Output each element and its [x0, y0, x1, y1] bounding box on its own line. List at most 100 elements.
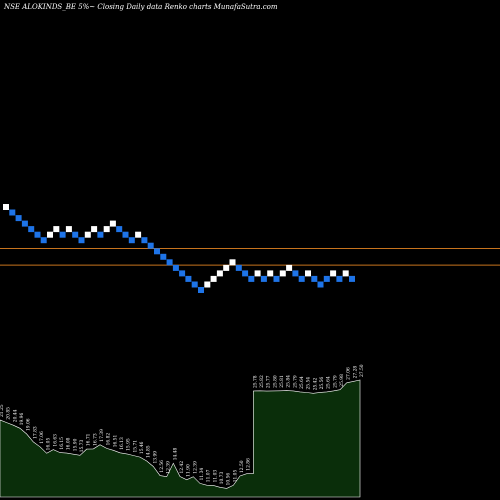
volume-label: 16.71 — [87, 433, 92, 446]
volume-label: 25.42 — [313, 378, 318, 391]
renko-brick-down — [185, 275, 192, 282]
renko-brick-up — [3, 204, 9, 210]
volume-label: 13.99 — [153, 451, 158, 464]
renko-brick-down — [122, 231, 129, 238]
volume-label: 16.51 — [113, 435, 118, 448]
renko-brick-up — [47, 231, 53, 238]
volume-label: 10.73 — [220, 472, 225, 485]
renko-brick-down — [59, 231, 66, 238]
renko-brick-up — [204, 281, 211, 288]
renko-brick-down — [317, 281, 324, 288]
volume-label: 12.50 — [240, 460, 245, 473]
renko-brick-up — [330, 270, 337, 277]
renko-brick-up — [279, 270, 286, 277]
close-area — [0, 379, 361, 498]
renko-brick-down — [34, 231, 41, 238]
volume-label: 25.81 — [280, 375, 285, 388]
volume-label: 12.39 — [167, 461, 172, 474]
chart-header-title: NSE ALOKINDS_BE 5%~ Closing Daily data R… — [3, 3, 278, 11]
renko-brick-down — [311, 275, 318, 282]
volume-label: 25.78 — [253, 375, 258, 388]
volume-label: 11.05 — [233, 470, 238, 483]
volume-label: 25.79 — [293, 375, 298, 388]
renko-brick-down — [28, 226, 35, 233]
renko-brick-up — [305, 270, 311, 277]
volume-label: 25.80 — [273, 375, 278, 388]
renko-brick-down — [15, 215, 22, 222]
renko-brick-up — [103, 226, 110, 233]
renko-brick-down — [273, 275, 280, 282]
volume-label: 11.03 — [213, 470, 218, 483]
renko-brick-up — [65, 226, 72, 233]
volume-label: 11.90 — [187, 464, 192, 477]
volume-label: 25.82 — [260, 375, 265, 388]
volume-label: 16.63 — [53, 434, 58, 447]
volume-label: 25.77 — [267, 375, 272, 388]
volume-area — [0, 379, 361, 498]
renko-brick-down — [179, 270, 186, 277]
volume-label: 15.95 — [127, 438, 132, 451]
renko-bricks — [3, 204, 355, 293]
volume-label: 12.86 — [247, 458, 252, 471]
volume-label: 25.56 — [320, 377, 325, 390]
volume-label: 15.90 — [73, 438, 78, 451]
renko-brick-down — [323, 275, 330, 282]
volume-label: 11.34 — [200, 468, 205, 481]
renko-brick-down — [248, 275, 255, 282]
volume-label: 25.54 — [307, 377, 312, 390]
volume-label: 25.64 — [327, 376, 332, 389]
volume-label: 20.44 — [13, 409, 18, 422]
volume-label: 16.08 — [67, 437, 72, 450]
renko-brick-down — [336, 275, 343, 282]
volume-label: 14.85 — [147, 445, 152, 458]
volume-label: 12.42 — [180, 461, 185, 474]
renko-brick-up — [286, 264, 293, 271]
volume-label: 12.39 — [193, 461, 198, 474]
volume-label: 20.85 — [7, 407, 12, 420]
renko-brick-down — [298, 275, 305, 282]
renko-brick-down — [147, 242, 154, 249]
renko-brick-up — [109, 220, 116, 227]
volume-label: 16.82 — [107, 433, 112, 446]
volume-label: 15.73 — [80, 440, 85, 453]
volume-label: 25.98 — [340, 374, 345, 387]
renko-brick-down — [235, 264, 242, 271]
volume-label: 16.13 — [120, 437, 125, 450]
volume-label: 17.06 — [40, 431, 45, 444]
volume-label: 19.96 — [20, 413, 25, 426]
volume-label: 15.46 — [140, 441, 145, 454]
renko-brick-down — [160, 253, 167, 260]
renko-brick-down — [21, 220, 28, 227]
renko-brick-down — [97, 231, 104, 238]
volume-label: 16.15 — [60, 437, 65, 450]
renko-brick-up — [210, 275, 217, 282]
renko-brick-down — [128, 237, 135, 244]
renko-brick-up — [254, 270, 261, 277]
renko-brick-up — [53, 226, 60, 233]
renko-brick-up — [229, 259, 236, 266]
renko-brick-down — [166, 259, 173, 266]
volume-label: 10.56 — [227, 473, 232, 486]
renko-brick-up — [216, 270, 223, 277]
renko-brick-down — [191, 281, 198, 288]
renko-brick-down — [154, 248, 160, 255]
renko-brick-up — [135, 231, 142, 238]
renko-brick-up — [223, 264, 230, 271]
renko-brick-down — [349, 275, 355, 282]
renko-brick-down — [292, 270, 299, 277]
renko-brick-down — [141, 237, 148, 244]
volume-label: 11.07 — [207, 469, 212, 482]
renko-brick-down — [198, 287, 204, 293]
renko-brick-down — [172, 264, 179, 271]
renko-brick-up — [267, 270, 274, 277]
volume-label: 27.50 — [360, 364, 365, 377]
volume-label: 19.06 — [27, 418, 32, 431]
volume-label: 25.84 — [287, 375, 292, 388]
volume-label: 27.06 — [347, 367, 352, 380]
renko-brick-down — [78, 237, 85, 244]
renko-brick-up — [91, 226, 98, 233]
renko-brick-down — [40, 237, 47, 244]
volume-label: 16.73 — [93, 433, 98, 446]
